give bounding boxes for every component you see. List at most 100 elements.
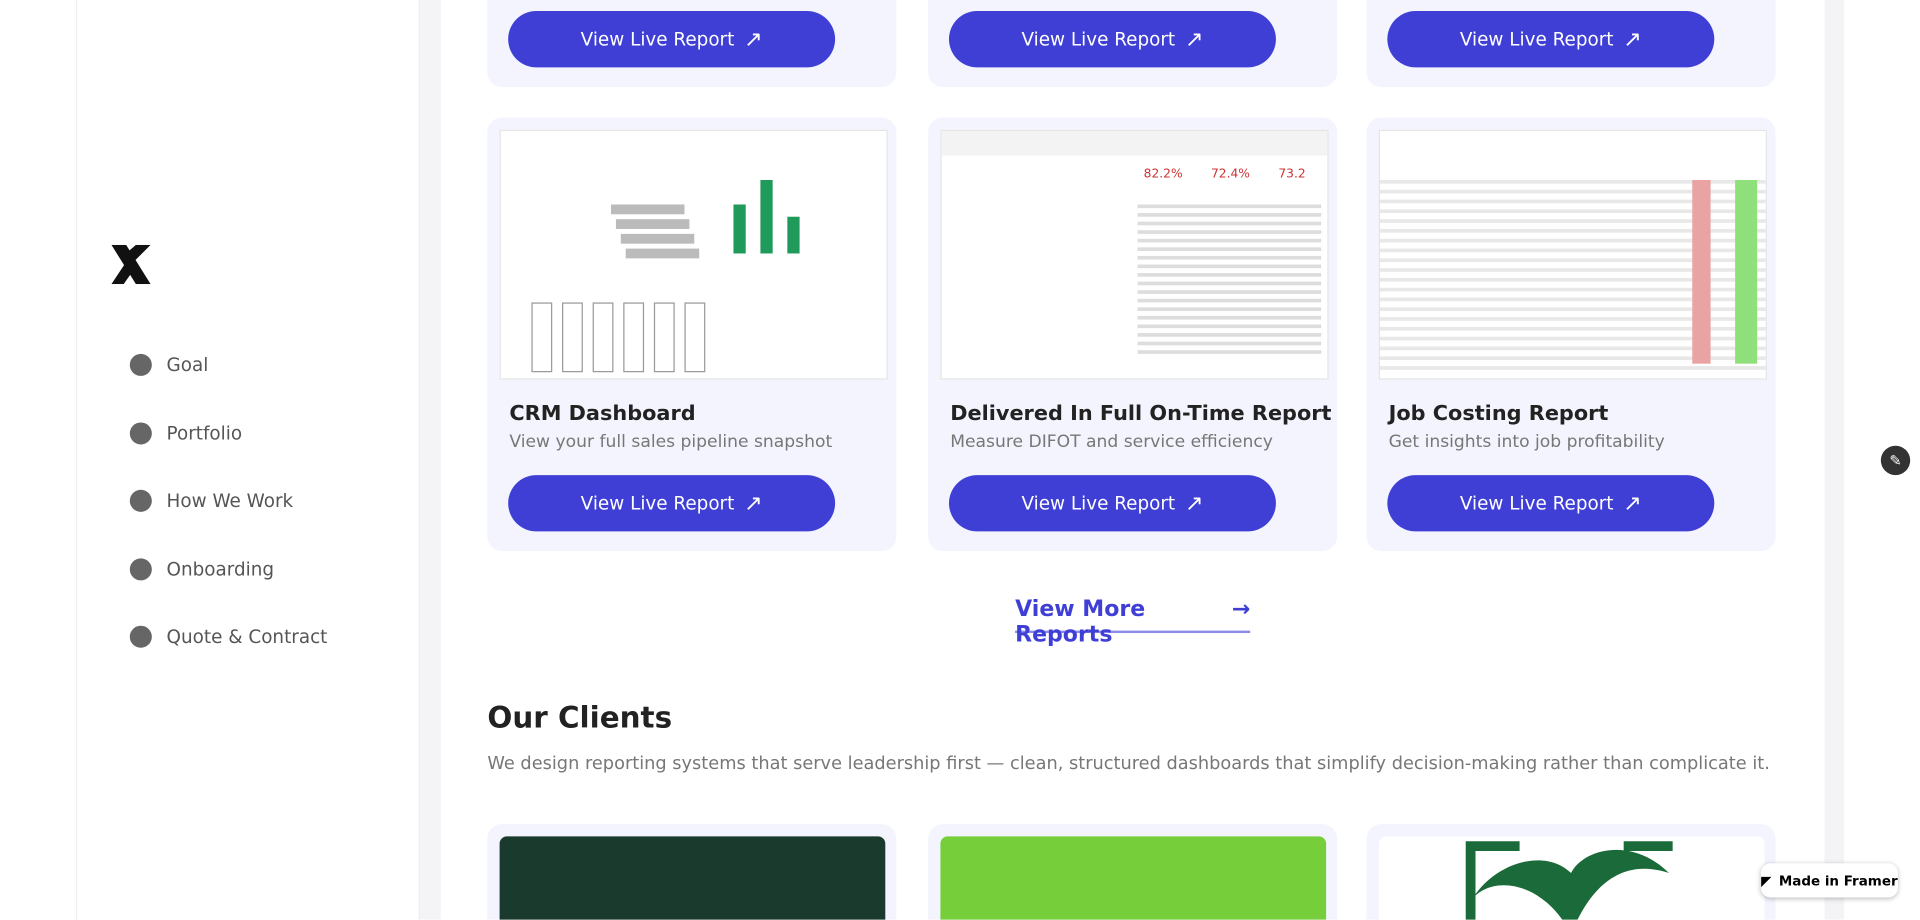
- report-description: View your full sales pipeline snapshot: [509, 432, 833, 452]
- view-report-button[interactable]: View Live Report ↗: [1387, 11, 1715, 68]
- thumb-row: [1137, 230, 1322, 234]
- thumb-row: [1380, 297, 1766, 302]
- button-label[interactable]: View Live Report: [1459, 28, 1614, 51]
- report-card: View Live Report ↗: [928, 0, 1338, 87]
- arrow-icon: ↗: [1184, 490, 1204, 517]
- thumb-row: [1380, 336, 1766, 341]
- report-title: CRM Dashboard: [509, 401, 696, 427]
- thumb-row: [1380, 199, 1766, 204]
- thumb-kpi: 82.2%: [1143, 167, 1183, 182]
- view-more-link[interactable]: View More Reports →: [1015, 596, 1251, 648]
- view-report-button[interactable]: View Live Report ↗: [948, 11, 1276, 68]
- thumb-row: [1137, 281, 1322, 286]
- nav-item[interactable]: How We Work: [129, 489, 294, 512]
- button-label[interactable]: View Live Report: [580, 28, 735, 51]
- nav-label[interactable]: Portfolio: [166, 422, 243, 445]
- nav-label[interactable]: Quote & Contract: [166, 625, 328, 648]
- client-card[interactable]: [1366, 824, 1776, 920]
- thumb-row: [1137, 315, 1322, 320]
- nav-item[interactable]: Quote & Contract: [129, 625, 328, 648]
- thumb-row: [1137, 213, 1322, 217]
- thumb-row: [1137, 290, 1322, 294]
- thumb-header: [941, 131, 1328, 156]
- arrow-icon: →: [1231, 596, 1251, 623]
- thumb-bar: [611, 204, 685, 215]
- thumb-bar: [787, 216, 800, 254]
- thumb-bar: [733, 204, 746, 254]
- arrow-icon: ↗: [1623, 490, 1642, 517]
- arrow-icon: ↗: [1623, 26, 1642, 53]
- report-description: Get insights into job profitability: [1388, 432, 1665, 452]
- thumb-row: [1137, 204, 1322, 209]
- thumb-column: [653, 302, 675, 373]
- nav-item[interactable]: Goal: [129, 353, 209, 376]
- edit-button[interactable]: ✎: [1880, 445, 1911, 476]
- thumb-bar: [625, 248, 700, 259]
- view-report-button[interactable]: View Live Report ↗: [948, 475, 1276, 532]
- button-label[interactable]: View Live Report: [1021, 28, 1176, 51]
- sidebar: [75, 0, 421, 920]
- button-label[interactable]: View Live Report: [1021, 492, 1176, 515]
- thumb-row: [1380, 268, 1766, 272]
- clients-heading: Our Clients: [487, 700, 673, 735]
- nav-label[interactable]: How We Work: [166, 489, 294, 512]
- report-thumbnail: 82.2% 72.4% 73.2: [940, 129, 1329, 380]
- nav-icon: [129, 558, 152, 581]
- thumb-row: [1380, 258, 1766, 263]
- thumb-row: [1380, 346, 1766, 351]
- view-report-button[interactable]: View Live Report ↗: [508, 475, 836, 532]
- thumb-row: [1380, 180, 1766, 184]
- thumb-row: [1137, 264, 1322, 269]
- palm-logo: [1465, 841, 1673, 920]
- framer-icon: ◤: [1761, 872, 1772, 889]
- report-title: Delivered In Full On-Time Report: [950, 401, 1332, 427]
- button-label[interactable]: View Live Report: [1459, 492, 1614, 515]
- logo[interactable]: [111, 244, 151, 285]
- view-more-text[interactable]: View More Reports: [1015, 596, 1146, 648]
- client-card[interactable]: [928, 824, 1338, 920]
- nav-label[interactable]: Onboarding: [166, 558, 275, 581]
- nav-icon: [129, 625, 152, 648]
- nav-icon: [129, 353, 152, 376]
- thumb-column: [623, 302, 645, 373]
- nav-icon: [129, 422, 152, 445]
- nav-label[interactable]: Goal: [166, 353, 209, 376]
- nav-item[interactable]: Onboarding: [129, 558, 275, 581]
- thumb-row: [1380, 287, 1766, 292]
- report-card[interactable]: Job Costing Report Get insights into job …: [1366, 117, 1776, 552]
- thumb-row: [1137, 341, 1322, 346]
- view-report-button[interactable]: View Live Report ↗: [508, 11, 836, 68]
- thumb-col: [1692, 180, 1711, 364]
- thumb-row: [1137, 324, 1322, 329]
- client-logo: [499, 836, 886, 920]
- thumb-row: [1137, 221, 1322, 226]
- thumb-row: [1380, 317, 1766, 321]
- view-report-button[interactable]: View Live Report ↗: [1387, 475, 1715, 532]
- arrow-icon: ↗: [744, 26, 763, 53]
- nav-item[interactable]: Portfolio: [129, 422, 243, 445]
- report-thumbnail: [499, 129, 888, 380]
- thumb-row: [1137, 255, 1322, 260]
- thumb-row: [1380, 356, 1766, 361]
- framer-badge[interactable]: ◤ Made in Framer: [1760, 863, 1898, 898]
- report-thumbnail: [1378, 129, 1767, 380]
- thumb-column: [592, 302, 614, 373]
- client-card[interactable]: [487, 824, 897, 920]
- badge-text[interactable]: Made in Framer: [1778, 872, 1898, 889]
- thumb-row: [1380, 238, 1766, 243]
- thumb-kpi: 73.2: [1278, 167, 1306, 182]
- button-label[interactable]: View Live Report: [580, 492, 735, 515]
- thumb-row: [1380, 366, 1766, 370]
- report-card: View Live Report ↗: [1366, 0, 1776, 87]
- thumb-row: [1380, 307, 1766, 312]
- thumb-bar: [615, 219, 690, 229]
- report-card[interactable]: 82.2% 72.4% 73.2 Delivered In Full On-Time …: [928, 117, 1338, 552]
- client-logo: [940, 836, 1327, 920]
- thumb-bar: [760, 180, 773, 254]
- thumb-bar: [620, 233, 695, 244]
- arrow-icon: ↗: [744, 490, 763, 517]
- thumb-row: [1380, 248, 1766, 253]
- report-card[interactable]: CRM Dashboard View your full sales pipeli…: [487, 117, 897, 552]
- report-description: Measure DIFOT and service efficiency: [950, 432, 1273, 452]
